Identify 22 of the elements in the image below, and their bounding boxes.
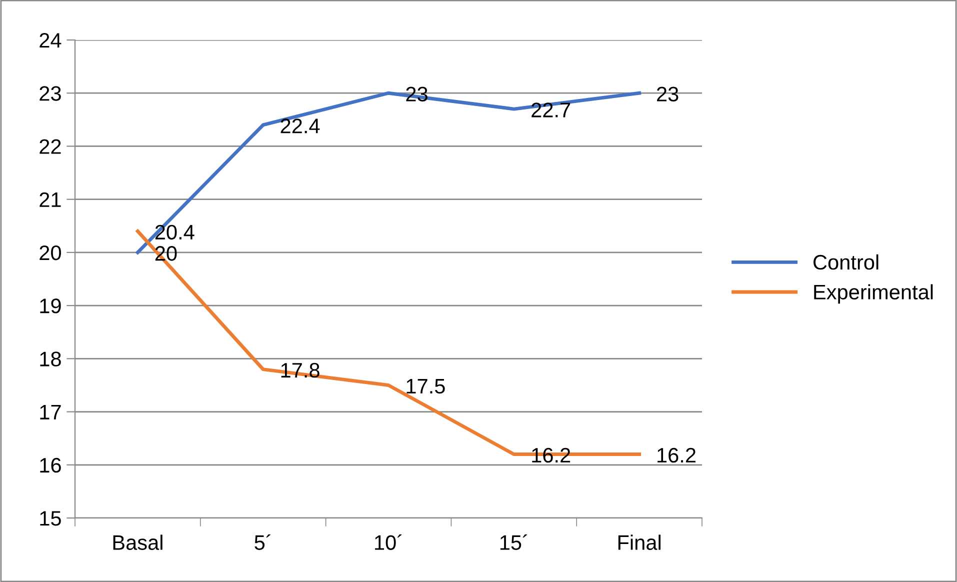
legend-label: Control: [814, 254, 878, 270]
y-tick-label: 17: [40, 404, 61, 420]
y-tick-label: 18: [40, 352, 61, 366]
y-tick-label: 16: [40, 458, 61, 473]
legend-label: Experimental: [814, 284, 933, 304]
x-tick-label: Final: [618, 534, 660, 550]
y-tick-label: 19: [40, 298, 61, 314]
x-tick-label: 5´: [254, 534, 270, 550]
data-label: 22.4: [280, 118, 320, 134]
y-tick-label: 22: [40, 139, 61, 154]
y-tick-label: 23: [40, 86, 61, 101]
data-label: 22.7: [532, 102, 570, 118]
data-label: 23: [657, 86, 678, 102]
data-label: 17.5: [406, 379, 445, 394]
x-tick-label: Basal: [113, 534, 162, 550]
x-tick-label: 15´: [500, 534, 528, 550]
y-tick-label: 20: [40, 245, 61, 260]
y-tick-label: 21: [40, 192, 61, 207]
x-tick-label: 10´: [375, 534, 402, 550]
y-tick-label: 15: [40, 511, 61, 526]
data-label: 16.2: [658, 448, 696, 463]
y-tick-label: 24: [40, 33, 62, 48]
